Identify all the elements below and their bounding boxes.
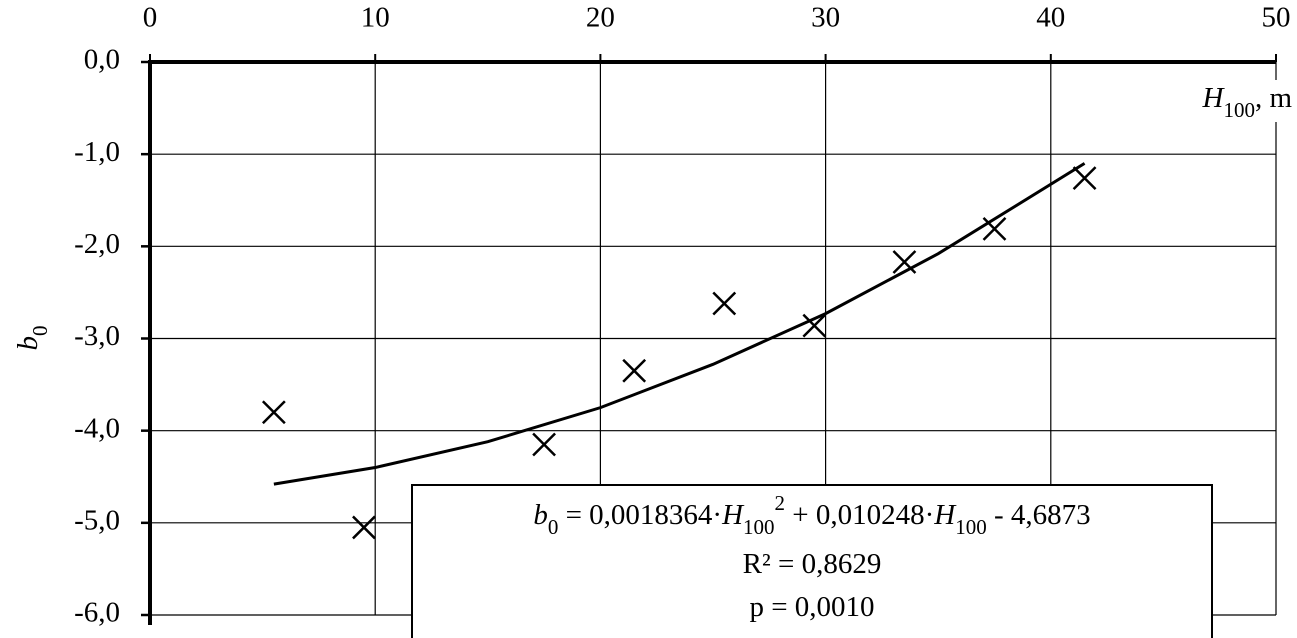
annotation-box — [411, 484, 1213, 638]
y-tick-label: -2,0 — [74, 228, 120, 260]
data-point — [1072, 166, 1097, 191]
annotation-line: p = 0,0010 — [749, 591, 874, 623]
text-part: p = 0,0010 — [749, 591, 874, 623]
y-tick-label: -4,0 — [74, 412, 120, 444]
data-point — [532, 432, 556, 457]
text-part: 0 — [28, 326, 52, 337]
trend-line — [273, 162, 1086, 486]
x-tick-label: 40 — [1036, 2, 1065, 34]
y-tick-label: -5,0 — [74, 504, 120, 536]
data-point — [712, 291, 737, 316]
text-part: 2 — [775, 491, 786, 515]
y-tick-label: -6,0 — [74, 597, 120, 629]
y-tick-label: 0,0 — [84, 44, 120, 76]
text-part: = 0,0018364· — [558, 499, 722, 531]
x-tick-label: 0 — [143, 2, 158, 34]
text-part: R² = 0,8629 — [743, 548, 882, 580]
data-point — [622, 358, 647, 383]
annotation-line: b0 = 0,0018364·H1002 + 0,010248·H100 - 4… — [533, 491, 1090, 539]
text-part: 100 — [1223, 98, 1255, 122]
text-part: H — [721, 499, 745, 531]
text-part: 0 — [548, 515, 559, 539]
x-tick-label: 20 — [586, 2, 615, 34]
data-point — [982, 216, 1007, 241]
text-part: 100 — [743, 515, 775, 539]
annotation-line: R² = 0,8629 — [743, 548, 882, 580]
text-part: , m — [1255, 82, 1293, 114]
y-tick-label: -1,0 — [74, 136, 120, 168]
text-part: - 4,6873 — [987, 499, 1091, 531]
x-tick-label: 30 — [811, 2, 840, 34]
text-part: 100 — [955, 515, 987, 539]
data-point — [352, 515, 376, 540]
x-tick-label: 10 — [361, 2, 390, 34]
data-point — [802, 313, 827, 338]
data-point — [261, 400, 286, 425]
y-axis-label: b0 — [12, 326, 52, 351]
data-point — [892, 250, 917, 274]
text-part: + 0,010248· — [785, 499, 934, 531]
text-part: H — [933, 499, 957, 531]
text-part: b — [12, 336, 44, 351]
label-background — [1160, 80, 1297, 122]
text-part: H — [1201, 82, 1225, 114]
text-part: b — [533, 499, 548, 531]
x-tick-label: 50 — [1262, 2, 1291, 34]
y-tick-label: -3,0 — [74, 320, 120, 352]
x-axis-label: H100, m — [1201, 82, 1292, 122]
